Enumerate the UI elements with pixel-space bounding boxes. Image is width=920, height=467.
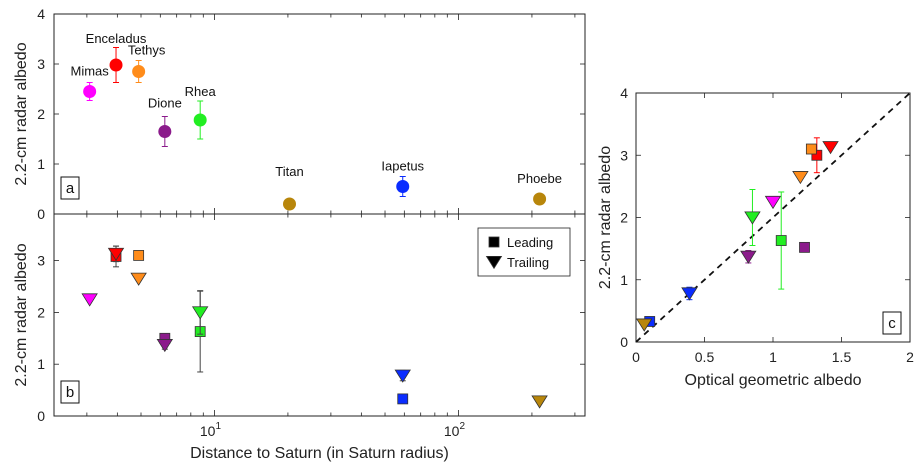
series-leading xyxy=(110,245,409,405)
y-tick-label: 1 xyxy=(37,156,45,172)
data-point xyxy=(799,241,810,253)
moon-label: Enceladus xyxy=(86,31,147,46)
y-axis-label: 2.2-cm radar albedo xyxy=(597,146,614,289)
y-tick-label: 3 xyxy=(620,147,628,163)
y-tick-label: 3 xyxy=(37,253,45,269)
moon-point-dione: Dione xyxy=(148,96,182,147)
legend: Leading Trailing xyxy=(477,227,571,277)
panel-label: b xyxy=(60,380,80,404)
series-trailing xyxy=(81,245,548,409)
data-point xyxy=(811,149,823,161)
data-point xyxy=(764,195,782,210)
x-tick-exponent: 1 xyxy=(215,421,221,432)
panel-label: a xyxy=(60,176,80,200)
data-point xyxy=(109,58,123,72)
x-tick-label: 1.5 xyxy=(832,349,852,365)
legend-marker-trailing xyxy=(485,255,503,270)
moon-label: Mimas xyxy=(71,64,110,79)
y-tick-label: 0 xyxy=(620,334,628,350)
panel-label: c xyxy=(882,311,902,335)
data-point xyxy=(81,293,98,307)
panel-a: 0 1 2 3 4 2.2-cm radar albedo Mimas EnceladusTe… xyxy=(13,6,586,222)
moon-point-enceladus: Enceladus xyxy=(86,31,147,83)
series-trailing xyxy=(635,141,839,332)
plot-frame xyxy=(53,213,586,417)
y-axis-label: 2.2-cm radar albedo xyxy=(13,42,30,185)
moon-point-phoebe: Phoebe xyxy=(517,171,562,206)
x-axis-label: Distance to Saturn (in Saturn radius) xyxy=(190,445,449,462)
data-point xyxy=(531,395,548,409)
moon-label: Titan xyxy=(275,164,303,179)
moon-label: Phoebe xyxy=(517,171,562,186)
data-point xyxy=(156,339,174,353)
x-tick-label: 1 xyxy=(769,349,777,365)
data-point xyxy=(193,113,207,127)
data-point xyxy=(805,143,817,155)
moon-point-mimas: Mimas xyxy=(71,64,110,101)
data-point xyxy=(533,192,547,206)
panel-label-box xyxy=(60,176,80,200)
y-tick-label: 2 xyxy=(620,210,628,226)
y-tick-label: 1 xyxy=(620,272,628,288)
moon-label: Iapetus xyxy=(381,159,424,174)
x-tick-label: 0 xyxy=(632,349,640,365)
data-point xyxy=(394,369,411,383)
data-point xyxy=(83,85,97,98)
legend-label-trailing: Trailing xyxy=(507,255,549,270)
moon-point-iapetus: Iapetus xyxy=(381,159,425,197)
panel-c: 0 0.5 1 1.5 2 0 1 2 3 4 2.2-cm radar albedo Optical… xyxy=(597,85,914,389)
data-point xyxy=(107,247,125,262)
moon-label: Tethys xyxy=(128,43,166,58)
data-point xyxy=(681,287,698,301)
y-tick-label: 0 xyxy=(37,408,45,424)
data-point xyxy=(282,197,296,211)
data-point xyxy=(397,393,409,405)
y-tick-label: 0 xyxy=(37,206,45,222)
legend-marker-leading xyxy=(488,236,500,248)
y-tick-label: 1 xyxy=(37,356,45,372)
panel-label-text: c xyxy=(888,315,896,332)
x-axis-label: Optical geometric albedo xyxy=(685,372,862,389)
data-point xyxy=(792,171,809,185)
series-leading xyxy=(644,137,823,327)
panel-b: 0 1 2 3 2.2-cm radar albedo 101 102 Distance to… xyxy=(13,213,586,462)
legend-label-leading: Leading xyxy=(507,235,553,250)
y-tick-label: 2 xyxy=(37,304,45,320)
panel-label-box xyxy=(60,380,80,404)
moon-point-titan: Titan xyxy=(275,164,304,211)
x-tick-label: 102 xyxy=(444,421,466,439)
x-tick-label: 101 xyxy=(200,421,222,439)
y-tick-label: 3 xyxy=(37,56,45,72)
data-point xyxy=(158,125,172,138)
moon-label: Rhea xyxy=(185,84,217,99)
x-tick-exponent: 2 xyxy=(459,421,465,432)
panel-label-box xyxy=(882,311,902,335)
x-tick-label: 0.5 xyxy=(695,349,715,365)
y-tick-label: 4 xyxy=(620,85,628,101)
data-point xyxy=(130,272,147,286)
data-point xyxy=(396,180,410,193)
data-point xyxy=(744,211,761,225)
moon-label: Dione xyxy=(148,96,182,111)
panel-label-text: a xyxy=(66,180,75,197)
data-point xyxy=(132,65,146,78)
data-point xyxy=(740,250,757,264)
data-point xyxy=(775,235,787,246)
moon-point-tethys: Tethys xyxy=(128,43,166,83)
data-point xyxy=(133,250,145,261)
data-point xyxy=(635,318,653,332)
x-tick-label: 2 xyxy=(906,349,914,365)
y-axis-label: 2.2-cm radar albedo xyxy=(13,243,30,386)
data-point xyxy=(822,141,839,155)
reference-line xyxy=(635,92,911,343)
panel-label-text: b xyxy=(66,384,74,401)
moon-point-rhea: Rhea xyxy=(185,84,217,140)
y-tick-label: 2 xyxy=(37,106,45,122)
y-tick-label: 4 xyxy=(37,6,45,22)
data-point xyxy=(191,306,209,320)
